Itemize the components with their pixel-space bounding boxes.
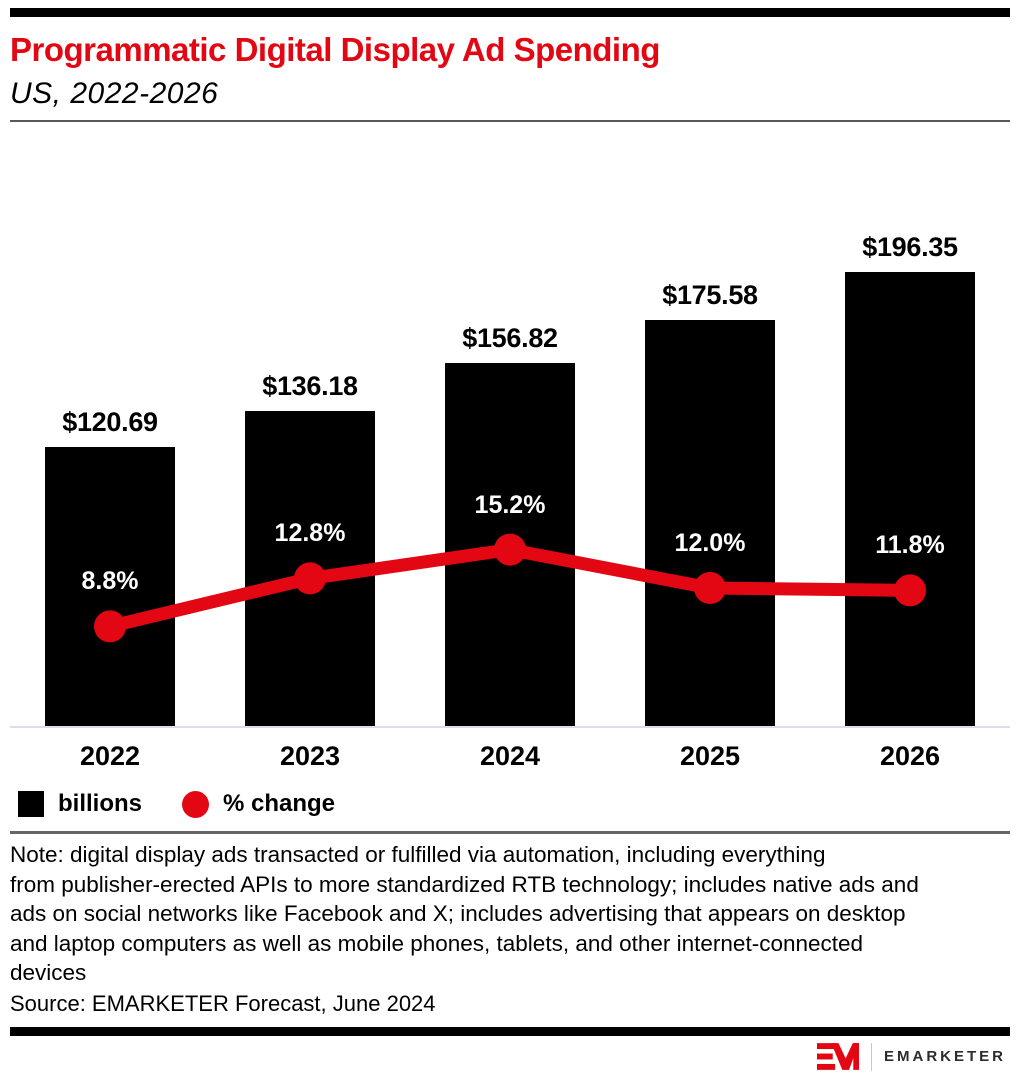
chart-title: Programmatic Digital Display Ad Spending <box>10 31 660 68</box>
bar-2024 <box>445 363 575 726</box>
brand-wordmark: EMARKETER <box>883 1048 1006 1066</box>
x-axis-baseline <box>10 726 1010 728</box>
x-axis-label-2026: 2026 <box>879 741 941 771</box>
x-axis-label-2024: 2024 <box>479 741 541 771</box>
legend-label: billions <box>58 790 142 817</box>
pct-change-label: 12.8% <box>274 519 346 548</box>
logo-divider <box>870 1042 872 1071</box>
x-axis-label-2023: 2023 <box>279 741 341 771</box>
legend-swatch-square <box>18 791 44 817</box>
pct-change-label: 12.0% <box>674 529 746 557</box>
legend-item---change: % change <box>182 790 335 818</box>
chart-plot-area: $120.69 8.8% $136.18 12.8% $156.82 15.2% $175.… <box>10 132 1010 728</box>
chart-legend: billions % change <box>10 790 1010 818</box>
header-divider <box>10 120 1010 122</box>
bar-value-label: $120.69 <box>62 406 158 437</box>
source-text: Source: EMARKETER Forecast, June 2024 <box>10 990 436 1016</box>
bar-2025 <box>645 319 775 726</box>
legend-item-billions: billions <box>18 790 142 818</box>
bar-value-label: $136.18 <box>262 371 358 402</box>
bar-2026 <box>845 271 975 726</box>
pct-change-label: 11.8% <box>875 531 945 560</box>
note-divider <box>10 831 1010 834</box>
x-axis-label-2025: 2025 <box>679 741 741 771</box>
x-axis-labels: 2022 2023 2024 2025 2026 <box>10 740 1010 772</box>
pct-change-label: 15.2% <box>474 490 546 519</box>
em-monogram-icon <box>816 1043 859 1071</box>
bar-value-label: $175.58 <box>662 279 758 310</box>
bar-value-label: $196.35 <box>862 231 958 262</box>
bottom-accent-bar <box>10 1026 1010 1036</box>
legend-label: % change <box>223 790 336 817</box>
bar-2023 <box>245 411 375 726</box>
legend-swatch-circle <box>182 790 209 818</box>
pct-change-label: 8.8% <box>81 567 139 596</box>
note-text: Note: digital display ads transacted or … <box>10 842 919 986</box>
top-accent-bar <box>10 8 1010 17</box>
bar-value-label: $156.82 <box>462 323 558 354</box>
footer: EMARKETER <box>0 1036 1020 1078</box>
chart-subtitle: US, 2022-2026 <box>10 77 219 110</box>
x-axis-label-2022: 2022 <box>79 741 141 771</box>
